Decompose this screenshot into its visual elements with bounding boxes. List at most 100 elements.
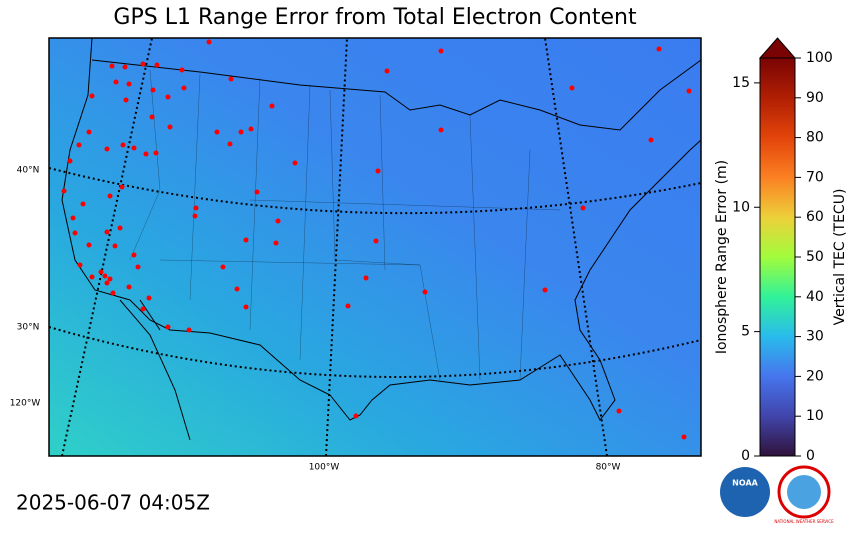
right-tick-label: 90 <box>806 90 824 106</box>
station-dot <box>686 88 692 94</box>
station-dot <box>146 295 152 301</box>
colorbar-extend <box>758 37 797 59</box>
station-dot <box>89 93 95 99</box>
station-dot <box>681 434 687 440</box>
station-dot <box>656 46 662 52</box>
station-dot <box>616 408 622 414</box>
station-dot <box>179 67 185 73</box>
station-dot <box>72 230 78 236</box>
right-tick-label: 60 <box>806 209 824 225</box>
station-dot <box>193 205 199 211</box>
right-tick-label: 70 <box>806 169 824 185</box>
lon-label: 120°W <box>10 399 41 409</box>
station-dot <box>438 127 444 133</box>
station-dot <box>104 229 110 235</box>
map-frame <box>48 37 702 457</box>
lat-label: 30°N <box>17 323 40 333</box>
graticule <box>48 37 702 457</box>
station-dot <box>112 243 118 249</box>
station-dot <box>228 76 234 82</box>
station-dot <box>98 269 104 275</box>
station-dot <box>243 237 249 243</box>
station-dot <box>122 64 128 70</box>
station-dot <box>165 324 171 330</box>
station-dot <box>107 276 113 282</box>
station-dot <box>422 289 428 295</box>
station-dot <box>569 85 575 91</box>
station-dot <box>248 126 254 132</box>
station-dot <box>117 225 123 231</box>
nws-inner <box>787 475 821 509</box>
station-dot <box>234 286 240 292</box>
station-dot <box>580 205 586 211</box>
left-tick-label: 0 <box>741 448 750 464</box>
station-dot <box>275 218 281 224</box>
station-dot <box>107 193 113 199</box>
title: GPS L1 Range Error from Total Electron C… <box>113 5 637 30</box>
station-dot <box>154 62 160 68</box>
left-tick-label: 10 <box>732 199 750 215</box>
station-dot <box>220 264 226 270</box>
station-dot <box>167 124 173 130</box>
station-dot <box>438 48 444 54</box>
right-axis-label: Vertical TEC (TECU) <box>832 189 848 326</box>
station-dot <box>126 284 132 290</box>
station-dot <box>153 150 159 156</box>
station-dot <box>120 142 126 148</box>
station-dot <box>119 184 125 190</box>
station-dot <box>363 275 369 281</box>
station-dot <box>67 158 73 164</box>
right-tick-label: 100 <box>806 50 833 66</box>
right-tick-label: 30 <box>806 329 824 345</box>
station-dot <box>86 129 92 135</box>
station-dot <box>140 306 146 312</box>
station-dot <box>70 215 76 221</box>
station-dot <box>373 238 379 244</box>
station-dot <box>345 303 351 309</box>
station-dot <box>86 242 92 248</box>
station-dot <box>542 287 548 293</box>
station-dot <box>375 168 381 174</box>
station-dot <box>126 81 132 87</box>
station-dot <box>140 61 146 67</box>
lon-label: 100°W <box>309 463 340 473</box>
timestamp: 2025-06-07 04:05Z <box>16 491 210 515</box>
lon-label: 80°W <box>596 463 621 473</box>
state-borders <box>129 69 561 381</box>
station-dot <box>186 327 192 333</box>
right-tick-label: 20 <box>806 368 824 384</box>
station-dot <box>131 252 137 258</box>
station-dot <box>104 146 110 152</box>
lat-label: 40°N <box>17 166 40 176</box>
station-dot <box>192 213 198 219</box>
right-tick-label: 50 <box>806 249 824 265</box>
station-dot <box>76 142 82 148</box>
right-tick-label: 80 <box>806 130 824 146</box>
station-dot <box>243 304 249 310</box>
station-dot <box>181 85 187 91</box>
left-tick-label: 5 <box>741 324 750 340</box>
map-field <box>49 38 701 456</box>
station-dot <box>109 63 115 69</box>
station-dot <box>269 103 275 109</box>
station-dot <box>227 141 233 147</box>
stations <box>61 39 692 440</box>
station-dot <box>89 274 95 280</box>
right-tick-label: 0 <box>806 448 815 464</box>
station-dot <box>214 129 220 135</box>
left-tick-label: 15 <box>732 75 750 91</box>
station-dot <box>77 262 83 268</box>
station-dot <box>61 188 67 194</box>
station-dot <box>254 189 260 195</box>
station-dot <box>102 273 108 279</box>
station-dot <box>143 151 149 157</box>
station-dot <box>206 39 212 45</box>
noaa-text: NOAA <box>732 479 758 488</box>
station-dot <box>104 280 110 286</box>
station-dot <box>135 264 141 270</box>
colorbar <box>760 58 795 456</box>
station-dot <box>113 79 119 85</box>
station-dot <box>123 97 129 103</box>
